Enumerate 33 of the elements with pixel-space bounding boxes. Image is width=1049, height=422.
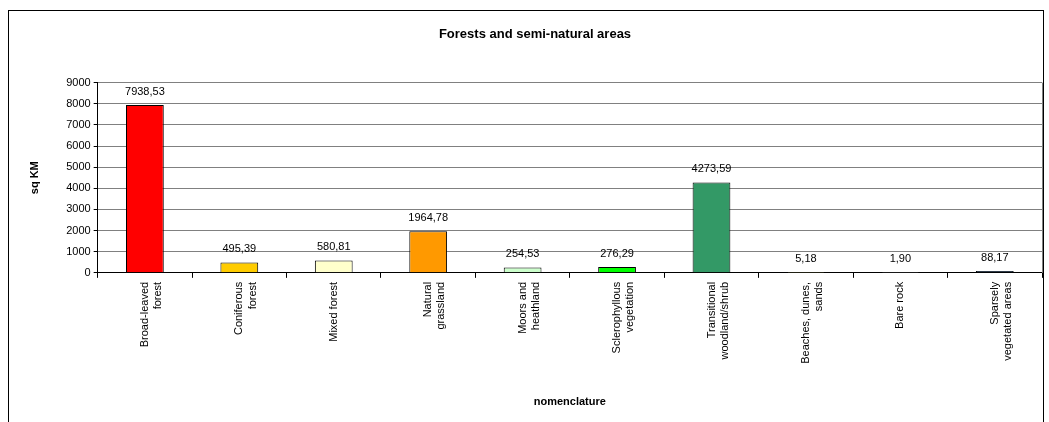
x-tick-label: Natural grassland xyxy=(421,281,447,330)
data-label: 7938,53 xyxy=(125,84,165,97)
y-tick-label: 3000 xyxy=(66,202,91,215)
y-tick-label: 1000 xyxy=(66,244,91,257)
x-tick-label: Sclerophyllous vegetation xyxy=(610,281,636,354)
chart-title: Forests and semi-natural areas xyxy=(438,26,632,42)
y-tick-label: 4000 xyxy=(66,181,91,194)
data-label: 495,39 xyxy=(222,241,257,254)
data-label: 1964,78 xyxy=(408,210,449,223)
data-label: 580,81 xyxy=(316,240,351,253)
y-axis-title: sq KM xyxy=(27,161,40,195)
data-label: 276,29 xyxy=(600,246,634,259)
x-tick-label: Coniferous forest xyxy=(232,281,258,336)
x-tick-label: Beaches, dunes, sands xyxy=(798,281,825,364)
x-tick-label: Mixed forest xyxy=(326,281,339,342)
y-tick-label: 6000 xyxy=(66,139,91,152)
data-label: 5,18 xyxy=(795,252,817,265)
x-tick-label: Sparsely vegetated areas xyxy=(987,281,1014,361)
y-tick-label: 5000 xyxy=(66,160,91,173)
x-tick-label: Moors and heathland xyxy=(515,281,541,334)
y-tick-label: 9000 xyxy=(66,75,91,88)
data-label: 254,53 xyxy=(505,247,540,259)
data-label: 1,90 xyxy=(889,252,912,265)
x-tick-label: Transitional woodland/shrub xyxy=(704,281,730,361)
y-tick-label: 7000 xyxy=(66,117,91,130)
data-label: 4273,59 xyxy=(691,162,732,175)
data-label: 88,17 xyxy=(981,250,1009,263)
x-tick-label: Bare rock xyxy=(893,281,906,329)
x-axis-title: nomenclature xyxy=(533,395,606,408)
y-tick-label: 0 xyxy=(84,265,91,278)
y-tick-label: 2000 xyxy=(66,223,91,236)
x-tick-label: Broad-leaved forest xyxy=(137,281,164,348)
y-tick-label: 8000 xyxy=(66,96,91,109)
